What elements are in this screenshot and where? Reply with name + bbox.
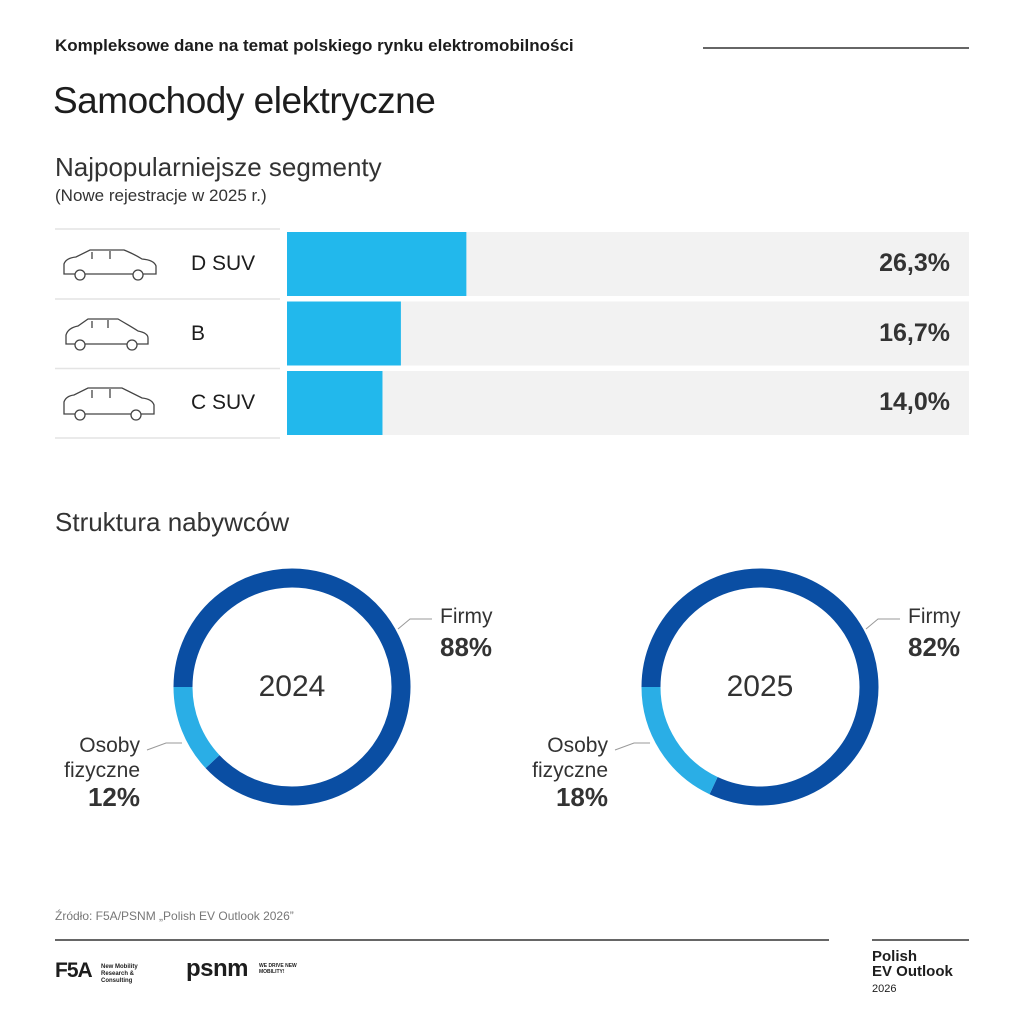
donut-segment [173, 568, 411, 806]
bar [287, 301, 401, 366]
report-title: Polish [872, 948, 918, 965]
slice-value: 82% [908, 632, 961, 662]
kicker: Kompleksowe dane na temat polskiego rynk… [55, 36, 574, 55]
slice-label: Firmy [440, 605, 493, 628]
slice-value: 88% [440, 632, 493, 662]
category-label: C SUV [191, 391, 256, 414]
psnm-logo: psnm [186, 955, 249, 982]
slice-label: Osoby fizyczne [532, 734, 608, 782]
value-label: 16,7% [879, 318, 950, 347]
value-label: 14,0% [879, 388, 950, 416]
car-icons [63, 249, 157, 421]
leader-line [614, 742, 650, 751]
slice-value: 12% [87, 782, 140, 812]
report-year: 2026 [872, 983, 897, 995]
slice-value: 18% [555, 782, 608, 812]
bar [287, 232, 467, 296]
donut-center-label: 2024 [258, 670, 326, 703]
leader-line [397, 618, 432, 630]
bar [287, 371, 383, 435]
slice-label: Osoby fizyczne [64, 734, 140, 782]
value-label: 26,3% [879, 249, 950, 277]
category-label: B [191, 321, 206, 345]
section-title: Struktura nabywców [55, 507, 290, 537]
f5a-logo: F5A [55, 959, 93, 982]
source-note: Źródło: F5A/PSNM „Polish EV Outlook 2026… [55, 909, 294, 923]
donut-segment [173, 686, 220, 769]
donut-center-label: 2025 [726, 670, 794, 703]
leader-line [865, 618, 900, 630]
donut-segment [641, 568, 879, 806]
donut-segment [641, 686, 718, 795]
f5a-tagline: New Mobility Research & Consulting [101, 964, 138, 984]
psnm-tagline: WE DRIVE NEW MOBILITY! [259, 963, 297, 975]
report-title: EV Outlook [872, 963, 953, 980]
page-title: Samochody elektryczne [53, 80, 436, 121]
bar-track [287, 371, 969, 435]
chart-subtitle: (Nowe rejestracje w 2025 r.) [55, 186, 267, 205]
leader-line [146, 742, 182, 751]
slice-label: Firmy [908, 605, 961, 628]
category-label: D SUV [191, 252, 256, 275]
chart-title: Najpopularniejsze segmenty [55, 152, 382, 182]
